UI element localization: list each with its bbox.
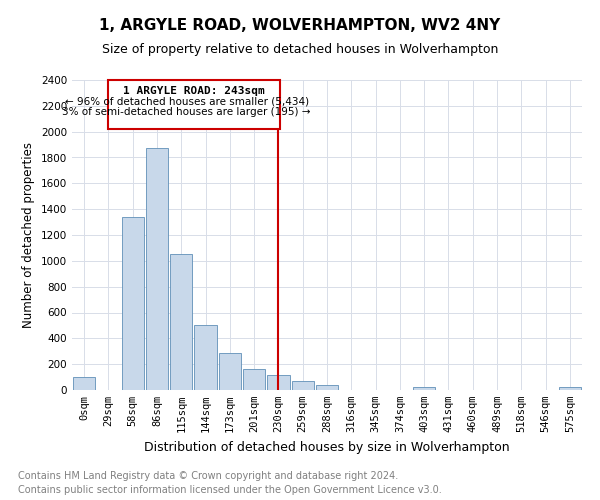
Bar: [243, 370, 265, 390]
FancyBboxPatch shape: [109, 80, 280, 129]
X-axis label: Distribution of detached houses by size in Wolverhampton: Distribution of detached houses by size …: [144, 440, 510, 454]
Text: Contains public sector information licensed under the Open Government Licence v3: Contains public sector information licen…: [18, 485, 442, 495]
Bar: [122, 217, 144, 390]
Y-axis label: Number of detached properties: Number of detached properties: [22, 142, 35, 328]
Bar: [170, 254, 193, 390]
Bar: [194, 326, 217, 390]
Text: ← 96% of detached houses are smaller (5,434): ← 96% of detached houses are smaller (5,…: [65, 97, 309, 107]
Text: 3% of semi-detached houses are larger (195) →: 3% of semi-detached houses are larger (1…: [62, 107, 311, 117]
Bar: [316, 385, 338, 390]
Text: Contains HM Land Registry data © Crown copyright and database right 2024.: Contains HM Land Registry data © Crown c…: [18, 471, 398, 481]
Bar: [413, 388, 436, 390]
Bar: [292, 381, 314, 390]
Text: 1, ARGYLE ROAD, WOLVERHAMPTON, WV2 4NY: 1, ARGYLE ROAD, WOLVERHAMPTON, WV2 4NY: [100, 18, 500, 32]
Bar: [267, 375, 290, 390]
Text: 1 ARGYLE ROAD: 243sqm: 1 ARGYLE ROAD: 243sqm: [123, 86, 265, 96]
Bar: [218, 352, 241, 390]
Bar: [146, 148, 168, 390]
Bar: [73, 377, 95, 390]
Bar: [559, 388, 581, 390]
Text: Size of property relative to detached houses in Wolverhampton: Size of property relative to detached ho…: [102, 42, 498, 56]
